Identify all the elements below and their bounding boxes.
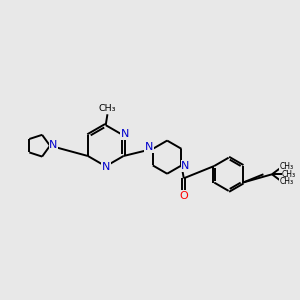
Text: CH₃: CH₃	[279, 162, 293, 171]
Text: N: N	[49, 140, 58, 150]
Text: N: N	[121, 129, 129, 139]
Text: CH₃: CH₃	[282, 170, 296, 179]
Text: CH₃: CH₃	[279, 177, 293, 186]
Text: N: N	[102, 162, 110, 172]
Text: CH₃: CH₃	[99, 103, 116, 112]
Text: N: N	[145, 142, 153, 152]
Text: O: O	[179, 191, 188, 201]
Text: N: N	[181, 161, 190, 171]
